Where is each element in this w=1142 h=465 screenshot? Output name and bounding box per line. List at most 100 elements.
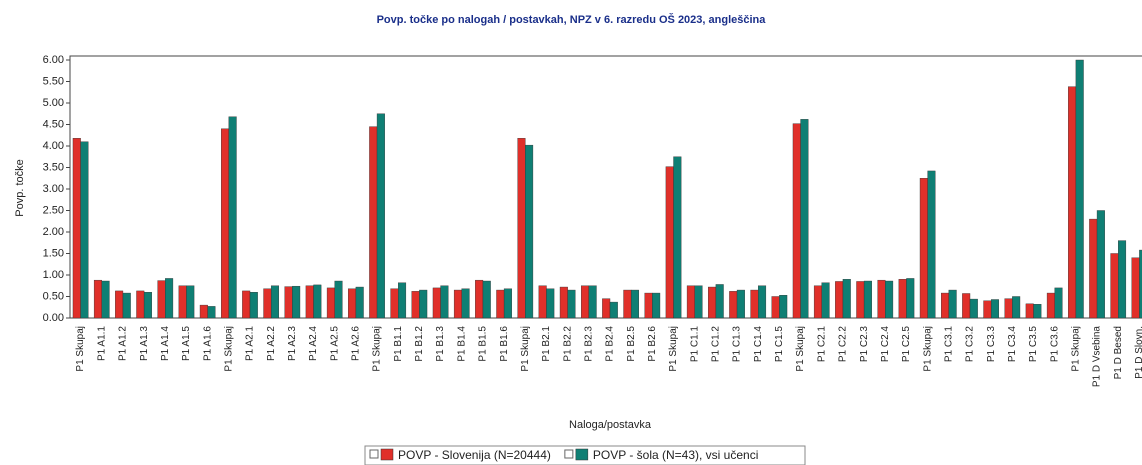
x-tick-label: P1 C2.2 xyxy=(838,326,849,363)
bar xyxy=(708,286,717,319)
x-tick-label: P1 A1.2 xyxy=(118,326,129,361)
bar xyxy=(292,285,301,319)
bar xyxy=(270,285,280,319)
bar xyxy=(369,126,378,319)
bar xyxy=(736,289,745,319)
x-tick-label: P1 B1.6 xyxy=(499,326,510,362)
bar xyxy=(1131,257,1140,319)
bar xyxy=(122,292,131,319)
legend-label[interactable]: POVP - šola (N=43), vsi učenci xyxy=(593,448,759,462)
bar xyxy=(927,170,936,319)
x-tick-label: P1 A2.4 xyxy=(308,326,319,361)
x-tick-label: P1 C3.5 xyxy=(1028,326,1039,363)
bar xyxy=(419,289,428,319)
x-tick-label: P1 A1.6 xyxy=(202,326,213,361)
bar xyxy=(630,289,639,319)
bar xyxy=(758,285,767,319)
x-tick-label: P1 Skupaj xyxy=(75,326,86,372)
bar xyxy=(602,298,611,319)
y-tick-label: 5.00 xyxy=(43,97,64,109)
x-tick-label: P1 B2.1 xyxy=(541,326,552,362)
bar xyxy=(885,280,894,319)
bar xyxy=(750,289,759,319)
x-tick-label: P1 B2.6 xyxy=(647,326,658,362)
x-tick-label: P1 C2.5 xyxy=(901,326,912,363)
bar xyxy=(941,292,950,319)
bar xyxy=(694,285,703,319)
bar xyxy=(792,123,801,319)
bar xyxy=(906,278,915,319)
bar xyxy=(390,288,399,319)
bar xyxy=(178,285,187,319)
bar xyxy=(432,287,441,319)
bar xyxy=(461,288,470,319)
bar xyxy=(665,166,674,319)
bar xyxy=(898,279,907,319)
x-tick-label: P1 D Vsebina xyxy=(1092,326,1103,388)
bar xyxy=(969,298,978,319)
bar xyxy=(115,290,124,319)
y-tick-label: 6.00 xyxy=(43,54,64,66)
bar xyxy=(475,279,484,319)
y-tick-label: 1.50 xyxy=(43,247,64,259)
bar xyxy=(496,289,505,319)
y-tick-label: 0.50 xyxy=(43,290,64,302)
x-tick-label: P1 B1.4 xyxy=(456,326,467,362)
bar xyxy=(715,284,724,319)
bar xyxy=(101,280,110,319)
y-axis-label: Povp. točke xyxy=(14,159,26,216)
x-tick-label: P1 B1.2 xyxy=(414,326,425,362)
x-tick-label: P1 A1.3 xyxy=(139,326,150,361)
x-tick-label: P1 C2.3 xyxy=(859,326,870,363)
bar xyxy=(1118,240,1127,319)
x-tick-label: P1 C1.4 xyxy=(753,326,764,363)
bar xyxy=(623,289,632,319)
bar xyxy=(1004,298,1013,319)
x-tick-label: P1 B1.3 xyxy=(435,326,446,362)
x-tick-label: P1 A1.5 xyxy=(181,326,192,361)
x-tick-label: P1 A2.2 xyxy=(266,326,277,361)
x-tick-label: P1 C3.6 xyxy=(1049,326,1060,363)
bar xyxy=(835,281,844,319)
bar xyxy=(948,289,957,319)
legend-label[interactable]: POVP - Slovenija (N=20444) xyxy=(398,448,551,462)
bar xyxy=(771,296,780,319)
bar xyxy=(842,279,851,319)
x-axis-label: Naloga/postavka xyxy=(569,419,652,431)
bar xyxy=(1096,210,1105,319)
x-tick-label: P1 C3.4 xyxy=(1007,326,1018,363)
bar xyxy=(242,290,251,319)
bar xyxy=(199,304,208,319)
x-tick-label: P1 Skupaj xyxy=(372,326,383,372)
bar xyxy=(398,282,407,319)
bar xyxy=(1046,292,1055,319)
bar xyxy=(228,116,237,319)
bar xyxy=(376,113,385,319)
bar xyxy=(305,285,314,319)
bar xyxy=(581,285,590,319)
bar xyxy=(1033,304,1042,319)
x-tick-label: P1 A2.6 xyxy=(351,326,362,361)
bar xyxy=(779,295,788,319)
bar xyxy=(334,280,343,319)
bar xyxy=(962,293,971,319)
x-tick-label: P1 A2.3 xyxy=(287,326,298,361)
bar xyxy=(284,286,293,319)
bar xyxy=(1075,59,1084,319)
legend-checkbox[interactable] xyxy=(564,449,574,459)
legend-swatch xyxy=(575,448,589,461)
x-tick-label: P1 Skupaj xyxy=(668,326,679,372)
x-tick-label: P1 C2.1 xyxy=(816,326,827,363)
y-tick-label: 2.00 xyxy=(43,226,64,238)
bar xyxy=(1012,296,1021,319)
y-tick-label: 4.00 xyxy=(43,140,64,152)
legend-checkbox[interactable] xyxy=(369,449,379,459)
bar xyxy=(990,299,999,319)
bar xyxy=(877,279,886,319)
chart-title: Povp. točke po nalogah / postavkah, NPZ … xyxy=(377,13,767,26)
bar xyxy=(1139,249,1142,319)
bar xyxy=(567,289,576,319)
bar xyxy=(136,290,145,319)
x-tick-label: P1 B1.5 xyxy=(478,326,489,362)
bar xyxy=(686,285,695,319)
